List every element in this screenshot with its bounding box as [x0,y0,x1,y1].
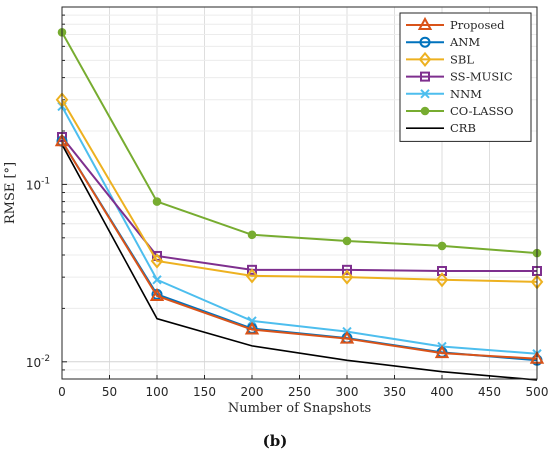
y-tick-label: 10-1 [26,176,50,192]
x-tick-label: 450 [478,385,501,399]
x-tick-label: 350 [383,385,406,399]
legend-label-ss-music: SS-MUSIC [450,70,513,84]
data-point-sbl [245,268,259,284]
plot-frame [61,6,538,380]
x-tick-label: 400 [431,385,454,399]
legend-marker-co-lasso [420,106,430,116]
figure-caption: (b) [262,432,288,450]
x-tick-label: 150 [193,385,216,399]
data-point-proposed [149,287,165,301]
legend-label-anm: ANM [449,35,480,49]
legend-entry-anm: ANM [406,35,480,49]
legend-entry-co-lasso: CO-LASSO [406,104,513,118]
series-group [54,28,545,381]
data-point-sbl [435,272,449,288]
x-tick-label: 0 [58,385,66,399]
x-tick-label: 50 [102,385,117,399]
y-axis-label: RMSE [°] [3,162,18,224]
y-tick-labels: 10-2 10-1 [26,176,50,369]
series-line-sbl [61,99,538,283]
data-point-nnm [247,316,257,326]
x-tick-label: 100 [146,385,169,399]
x-tick-label: 200 [241,385,264,399]
data-point-ss-music [342,264,352,275]
data-point-sbl [340,269,354,285]
data-point-sbl [150,253,164,269]
series-line-ss-music [61,136,537,272]
legend: Proposed ANM SBL SS-MUSIC NNM CO-LASSO CRB [399,12,532,142]
legend-entry-ss-music: SS-MUSIC [406,70,513,84]
data-point-co-lasso [342,236,352,246]
y-tick-label: 10-2 [26,354,50,370]
legend-label-sbl: SBL [450,52,474,66]
data-point-proposed [244,321,260,335]
legend-label-co-lasso: CO-LASSO [450,104,513,118]
legend-marker-proposed [417,16,433,30]
rmse-chart: 0 50 100 150 200 250 300 350 400 450 500 10-210-1 … [3,6,548,416]
data-point-proposed [434,345,450,359]
series-line-proposed [61,140,538,360]
series-line-nnm [61,105,538,355]
data-point-ss-music [247,264,257,275]
x-tick-label: 250 [288,385,311,399]
x-tick-label: 300 [336,385,359,399]
legend-label-proposed: Proposed [450,18,505,32]
legend-entry-nnm: NNM [406,87,482,101]
series-sbl [55,92,544,290]
legend-entry-sbl: SBL [406,51,474,67]
data-point-co-lasso [437,241,447,251]
data-point-proposed [339,330,355,344]
x-tick-label: 500 [526,385,549,399]
legend-label-crb: CRB [450,121,476,135]
data-point-co-lasso [152,197,162,206]
data-point-nnm [152,275,162,285]
legend-entry-proposed: Proposed [406,16,505,32]
x-axis-label: Number of Snapshots [228,401,371,416]
series-line-co-lasso [61,31,538,255]
legend-marker-nnm [420,89,430,99]
series-line-crb [61,144,538,381]
legend-marker-anm [419,36,431,48]
data-point-co-lasso [247,230,257,240]
series-crb [61,144,538,381]
legend-entry-crb: CRB [406,121,476,135]
legend-marker-sbl [418,51,432,67]
x-tick-labels: 0 50 100 150 200 250 300 350 400 450 500 [58,385,548,399]
legend-label-nnm: NNM [450,87,482,101]
legend-marker-ss-music [420,71,430,82]
